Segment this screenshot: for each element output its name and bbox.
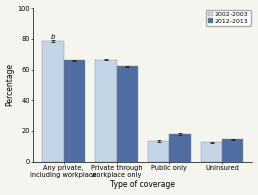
Bar — [117, 66, 138, 162]
Y-axis label: Percentage: Percentage — [6, 63, 14, 106]
Bar — [95, 59, 117, 162]
Bar — [148, 141, 169, 162]
X-axis label: Type of coverage: Type of coverage — [110, 180, 175, 190]
Bar — [222, 139, 243, 162]
Bar — [201, 143, 222, 162]
Bar — [64, 60, 85, 162]
Legend: 2002-2003, 2012-2013: 2002-2003, 2012-2013 — [206, 10, 251, 26]
Bar — [169, 134, 190, 162]
Bar — [43, 41, 64, 162]
Text: b: b — [51, 34, 55, 40]
